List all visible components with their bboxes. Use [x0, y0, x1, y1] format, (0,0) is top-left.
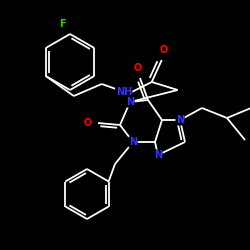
Text: N: N: [129, 137, 137, 147]
Text: NH: NH: [116, 87, 132, 97]
Text: O: O: [134, 63, 142, 73]
Text: N: N: [176, 115, 184, 125]
Text: N: N: [126, 97, 134, 107]
Text: O: O: [160, 45, 168, 55]
Text: N: N: [154, 150, 162, 160]
Text: F: F: [59, 19, 65, 29]
Text: O: O: [84, 118, 92, 128]
